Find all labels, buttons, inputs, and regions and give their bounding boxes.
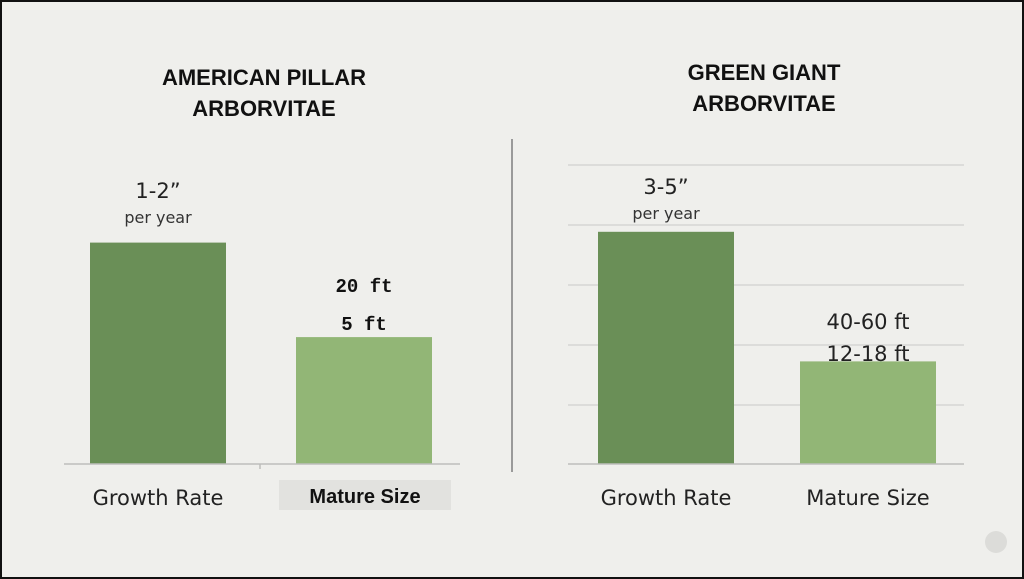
left-bar-growth-rate-unit: per year [124,208,192,227]
left-bar-mature-size [296,337,432,464]
right-bar-mature-size [800,361,936,464]
right-bar-growth-rate-value: 3-5” [643,175,688,199]
right-bar-growth-rate [598,231,734,464]
left-bar-mature-size-height: 20 ft [335,276,392,298]
right-bar-mature-size-width: 12-18 ft [827,342,910,366]
right-bar-growth-rate-unit: per year [632,204,700,223]
right-chart: GREEN GIANT ARBORVITAE 3-5” per year 40-… [568,60,964,510]
left-x-tick-mature-size-highlight [279,480,451,510]
left-bar-mature-size-width: 5 ft [341,314,387,336]
watermark-badge [985,531,1007,553]
left-chart: AMERICAN PILLAR ARBORVITAE 1-2” per year… [64,65,460,510]
left-x-tick-growth-rate: Growth Rate [93,486,224,510]
right-x-tick-mature-size: Mature Size [806,486,929,510]
left-title-line-2: ARBORVITAE [192,96,335,121]
right-x-tick-growth-rate: Growth Rate [601,486,732,510]
left-x-tick-mature-size: Mature Size [309,486,420,508]
right-title-line-1: GREEN GIANT [688,60,841,85]
left-bar-growth-rate-value: 1-2” [135,179,180,203]
right-title-line-2: ARBORVITAE [692,91,835,116]
left-title-line-1: AMERICAN PILLAR [162,65,366,90]
left-bar-growth-rate [90,242,226,464]
right-bar-mature-size-height: 40-60 ft [827,310,910,334]
